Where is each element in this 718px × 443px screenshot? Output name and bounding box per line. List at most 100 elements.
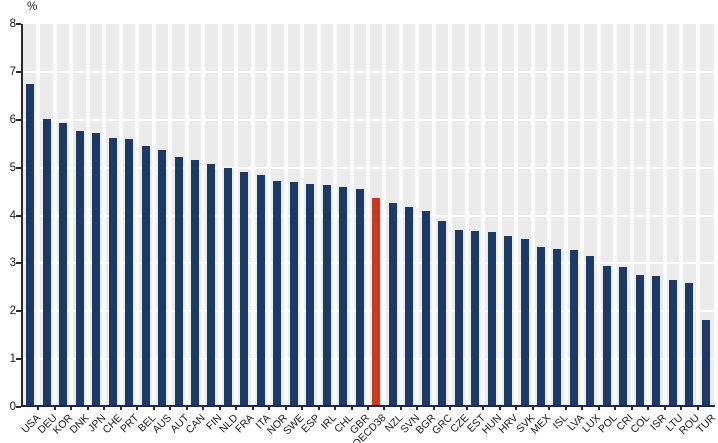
x-tick [350, 407, 353, 410]
x-tick [564, 407, 567, 410]
x-tick [284, 407, 287, 410]
bar-LTU [668, 279, 677, 407]
y-tick [16, 310, 21, 313]
y-tick [16, 358, 21, 361]
y-tick [16, 166, 21, 169]
bar-DNK [75, 131, 84, 407]
bar-BGR [421, 210, 430, 407]
bar-JPN [92, 132, 101, 407]
x-tick [614, 407, 617, 410]
bar-CAN [191, 159, 199, 407]
x-tick [218, 407, 221, 410]
bar-CZE [454, 229, 463, 407]
bar-NZL [388, 203, 397, 407]
y-tick-label-0: 0 [9, 401, 16, 413]
x-tick [383, 407, 386, 410]
x-tick [449, 407, 452, 410]
bar-ITA [256, 174, 265, 407]
bar-CHL [339, 186, 348, 407]
bar-POL [602, 265, 611, 407]
y-tick [16, 406, 21, 408]
y-tick-label-3: 3 [9, 257, 16, 270]
x-tick [399, 407, 402, 410]
y-tick [16, 118, 21, 121]
x-tick [482, 407, 485, 410]
y-tick [16, 23, 21, 25]
x-tick [37, 407, 40, 410]
h-gridline [22, 214, 714, 217]
y-tick-label-4: 4 [9, 209, 16, 222]
bar-FRA [240, 172, 249, 407]
bar-HRV [504, 236, 513, 407]
y-tick-label-5: 5 [9, 161, 16, 174]
bar-DEU [42, 118, 51, 407]
x-tick [696, 407, 699, 410]
bar-FIN [207, 163, 216, 407]
bar-ROU [685, 283, 694, 407]
x-tick [680, 407, 683, 410]
x-tick [597, 407, 600, 410]
x-tick [317, 407, 320, 410]
x-tick [531, 407, 534, 410]
x-tick [465, 407, 468, 410]
bar-SVK [520, 239, 529, 407]
bar-SWE [289, 182, 298, 407]
h-gridline [22, 118, 714, 121]
x-tick [103, 407, 106, 410]
bar-HUN [487, 232, 496, 407]
x-tick [86, 407, 89, 410]
x-tick [185, 407, 188, 410]
bar-TUR [701, 319, 710, 407]
bar-NLD [223, 167, 232, 407]
x-tick [235, 407, 238, 410]
bar-COL [635, 274, 644, 407]
h-gridline [22, 166, 714, 169]
y-tick [16, 214, 21, 217]
x-tick [367, 407, 369, 410]
x-tick [663, 407, 666, 410]
y-tick [16, 70, 21, 73]
plot-area [22, 24, 714, 407]
x-label-text: TUR [694, 412, 718, 436]
bar-MEX [537, 247, 545, 407]
x-tick [70, 407, 73, 410]
bar-OECD38 [372, 197, 381, 407]
x-tick [581, 407, 584, 410]
bar-PRT [125, 138, 134, 407]
bar-CRI [619, 266, 628, 407]
bar-LUX [586, 256, 595, 407]
x-tick [515, 407, 518, 410]
y-tick-label-7: 7 [9, 65, 16, 78]
x-tick [202, 407, 205, 410]
h-gridline [22, 358, 714, 361]
bar-KOR [59, 122, 68, 407]
h-gridline [22, 70, 714, 73]
y-tick-label-2: 2 [9, 305, 16, 318]
x-tick [136, 407, 139, 410]
h-gridline [22, 262, 714, 265]
y-tick-label-8: 8 [9, 18, 16, 30]
x-tick [119, 407, 122, 410]
x-tick [152, 407, 155, 410]
bar-BEL [141, 145, 150, 407]
bar-NOR [273, 181, 282, 407]
bar-EST [471, 231, 480, 407]
x-tick [53, 407, 56, 410]
y-tick-label-6: 6 [9, 113, 16, 126]
bar-USA [26, 83, 35, 407]
bar-ESP [306, 183, 315, 407]
bar-IRL [322, 185, 331, 407]
x-tick [301, 407, 304, 410]
x-tick [251, 407, 254, 410]
bar-SVN [405, 206, 414, 407]
x-tick [498, 407, 501, 410]
bar-AUT [174, 156, 183, 407]
bar-LVA [569, 250, 578, 407]
x-tick [432, 407, 435, 410]
bar-ISR [652, 276, 661, 407]
x-tick [630, 407, 633, 410]
x-tick [416, 407, 419, 410]
y-axis-unit-label: % [27, 1, 38, 13]
h-gridline [22, 310, 714, 313]
